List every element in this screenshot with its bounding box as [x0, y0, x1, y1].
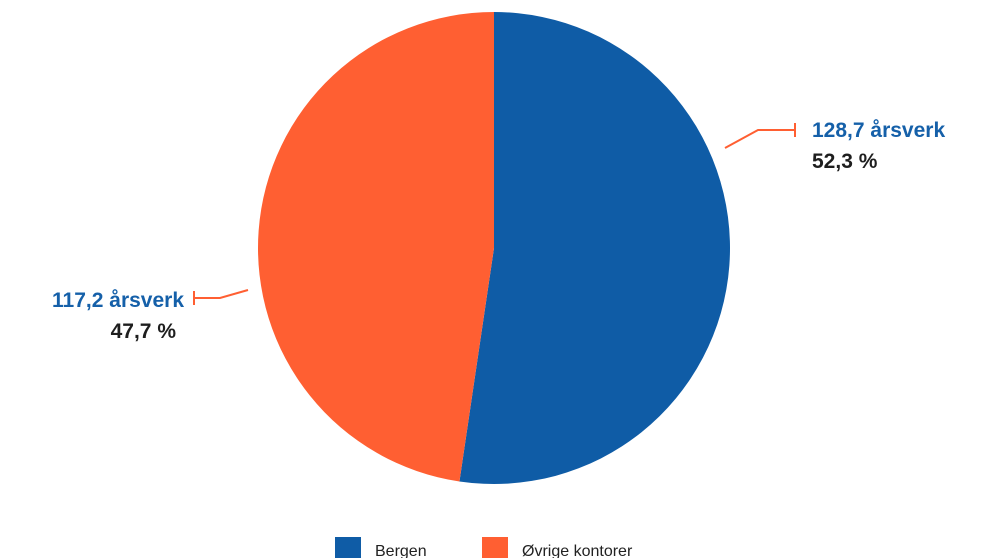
leader-lines — [193, 123, 796, 305]
legend-label-bergen: Bergen — [375, 543, 427, 558]
pie-slice-ovrige — [257, 12, 494, 482]
data-label-ovrige: 117,2 årsverk 47,7 % — [52, 289, 184, 343]
pie-slice-bergen — [459, 12, 730, 484]
pie-slices — [257, 12, 730, 484]
leader-line-bergen — [724, 129, 795, 149]
legend-swatch-ovrige — [482, 537, 508, 558]
data-label-percent-bergen: 52,3 % — [812, 150, 878, 173]
legend-label-ovrige: Øvrige kontorer — [522, 543, 633, 558]
legend-swatch-bergen — [335, 537, 361, 558]
leader-line-ovrige — [194, 289, 249, 299]
data-label-bergen: 128,7 årsverk 52,3 % — [812, 119, 945, 173]
data-label-percent-ovrige: 47,7 % — [111, 320, 177, 343]
data-label-value-ovrige: 117,2 årsverk — [52, 289, 184, 312]
data-label-value-bergen: 128,7 årsverk — [812, 119, 945, 142]
legend: Bergen Øvrige kontorer — [335, 537, 633, 558]
